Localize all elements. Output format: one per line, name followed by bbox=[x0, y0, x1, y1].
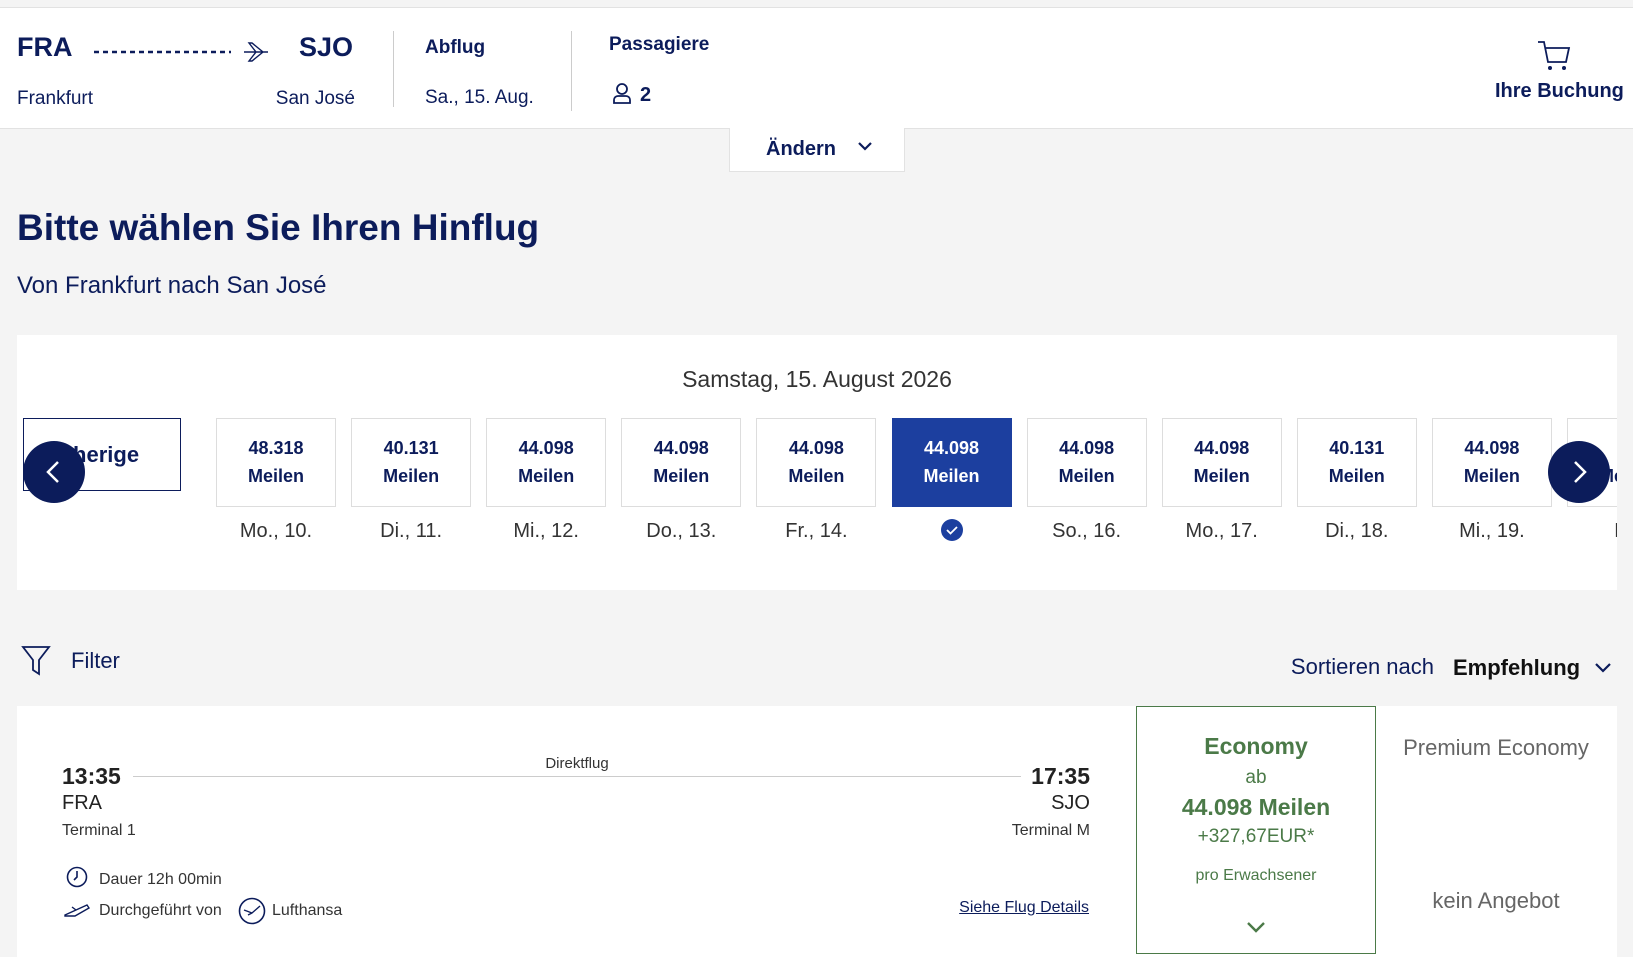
day-label: Mi., 12. bbox=[513, 520, 579, 542]
plane-icon bbox=[64, 904, 90, 917]
fare-from: ab bbox=[1245, 767, 1267, 788]
day-price[interactable]: 44.098 bbox=[1464, 438, 1520, 458]
chevron-down bbox=[1595, 663, 1611, 673]
passenger-count: 2 bbox=[640, 84, 652, 106]
day-option[interactable]: 44.098 Meilen bbox=[756, 418, 877, 507]
day-label: Mi., 19. bbox=[1459, 520, 1525, 542]
day-option[interactable]: 44.098 Meilen bbox=[1161, 418, 1282, 507]
day-option[interactable]: 44.098 Meilen bbox=[1026, 418, 1147, 507]
change-label[interactable]: Ändern bbox=[766, 138, 836, 160]
header-bar bbox=[0, 7, 1633, 129]
divider bbox=[571, 31, 572, 111]
change-button[interactable]: Ändern bbox=[729, 128, 905, 172]
destination-city: San José bbox=[275, 88, 355, 109]
day-option[interactable]: 44.098 Meilen bbox=[486, 418, 607, 507]
day-option[interactable]: 44.098 Meilen bbox=[1431, 418, 1552, 507]
cart-label[interactable]: Ihre Buchung bbox=[1495, 80, 1624, 102]
day-unit[interactable]: Meilen bbox=[653, 466, 710, 486]
day-unit[interactable]: Meilen bbox=[923, 466, 980, 486]
premium-name: Premium Economy bbox=[1403, 735, 1589, 760]
sort-label: Sortieren nach bbox=[1290, 654, 1434, 679]
operated-by: Durchgeführt von bbox=[99, 902, 222, 919]
day-unit[interactable]: Meilen bbox=[1328, 466, 1385, 486]
day-unit[interactable]: Meilen bbox=[788, 466, 845, 486]
day-option[interactable]: 44.098 Meilen bbox=[621, 418, 742, 507]
day-label: Di., 11. bbox=[380, 520, 443, 542]
flight-line bbox=[133, 776, 1021, 777]
date-heading: Samstag, 15. August 2026 bbox=[682, 366, 952, 392]
day-price[interactable]: 44.098 bbox=[923, 438, 980, 458]
day-price[interactable]: 44.098 bbox=[653, 438, 709, 458]
details-link[interactable]: Siehe Flug Details bbox=[959, 899, 1089, 916]
clock-icon bbox=[66, 866, 88, 888]
departure-label: Abflug bbox=[425, 37, 486, 58]
person-icon bbox=[613, 83, 631, 104]
day-price[interactable]: 40 bbox=[1568, 439, 1618, 457]
flight-card bbox=[17, 706, 1617, 957]
day-unit[interactable]: Meilen bbox=[247, 466, 304, 486]
day-label: Di., 18. bbox=[1325, 520, 1389, 542]
filter-icon[interactable] bbox=[21, 645, 51, 677]
prev-arrow[interactable] bbox=[23, 441, 85, 503]
day-unit[interactable]: Meilen bbox=[1463, 466, 1520, 486]
origin-city: Frankfurt bbox=[17, 88, 94, 109]
departure-time: 13:35 bbox=[62, 763, 121, 789]
day-label: Mo., 17. bbox=[1185, 520, 1258, 542]
day-option[interactable]: 48.318 Meilen bbox=[216, 418, 336, 507]
passengers-label: Passagiere bbox=[609, 34, 710, 55]
origin-code: FRA bbox=[17, 32, 73, 62]
divider bbox=[393, 31, 394, 107]
day-price[interactable]: 48.318 bbox=[248, 438, 304, 458]
fare-name[interactable]: Economy bbox=[1204, 733, 1308, 759]
day-price[interactable]: 44.098 bbox=[1059, 438, 1115, 458]
selected-check bbox=[940, 519, 963, 541]
day-price[interactable]: 44.098 bbox=[518, 438, 574, 458]
day-label: Mo., 10. bbox=[239, 520, 313, 542]
destination-code: SJO bbox=[299, 32, 354, 62]
filter-label[interactable]: Filter bbox=[71, 648, 120, 673]
economy-fare[interactable]: Economy ab 44.098 Meilen +327,67EUR* pro… bbox=[1136, 706, 1376, 954]
fare-surcharge: +327,67EUR* bbox=[1197, 826, 1315, 847]
day-price[interactable]: 40.131 bbox=[1329, 438, 1385, 458]
chevron-down bbox=[858, 142, 872, 151]
airline-logo bbox=[238, 897, 266, 925]
page-subtitle: Von Frankfurt nach San José bbox=[17, 272, 327, 299]
fare-price: 44.098 Meilen bbox=[1181, 794, 1331, 820]
arrival-airport: SJO bbox=[1051, 792, 1090, 814]
flight-type: Direktflug bbox=[545, 755, 609, 772]
duration: Dauer 12h 00min bbox=[99, 871, 222, 888]
day-label: Do bbox=[1567, 521, 1617, 541]
chevron-down bbox=[1247, 922, 1265, 933]
arrival-terminal: Terminal M bbox=[1011, 822, 1090, 839]
date-strip: Samstag, 15. August 2026 Vorherige 48.31… bbox=[17, 335, 1617, 590]
page-title: Bitte wählen Sie Ihren Hinflug bbox=[17, 207, 540, 248]
day-option[interactable]: 40.131 Meilen bbox=[1296, 418, 1417, 507]
cart-icon[interactable] bbox=[1536, 40, 1571, 72]
day-unit[interactable]: Meilen bbox=[518, 466, 575, 486]
day-unit[interactable]: Meilen bbox=[1058, 466, 1115, 486]
sort-value[interactable]: Empfehlung bbox=[1453, 655, 1581, 680]
day-unit[interactable]: Meilen bbox=[1193, 466, 1250, 486]
day-label: So., 16. bbox=[1052, 520, 1122, 542]
route-line bbox=[94, 42, 268, 62]
airline-name: Lufthansa bbox=[272, 902, 343, 919]
fare-per: pro Erwachsener bbox=[1195, 867, 1317, 884]
day-label: Fr., 14. bbox=[785, 520, 848, 542]
day-price[interactable]: 44.098 bbox=[1194, 438, 1250, 458]
premium-status: kein Angebot bbox=[1432, 888, 1560, 913]
day-option[interactable]: 40.131 Meilen bbox=[351, 418, 472, 507]
day-price[interactable]: 44.098 bbox=[788, 438, 844, 458]
day-label: Do., 13. bbox=[646, 520, 717, 542]
departure-terminal: Terminal 1 bbox=[62, 822, 136, 839]
departure-airport: FRA bbox=[62, 792, 102, 814]
day-option[interactable]: 44.098 Meilen bbox=[891, 418, 1012, 507]
departure-date: Sa., 15. Aug. bbox=[425, 87, 534, 108]
arrival-time: 17:35 bbox=[1031, 763, 1090, 789]
next-arrow[interactable] bbox=[1548, 441, 1610, 503]
day-unit[interactable]: Meilen bbox=[383, 466, 440, 486]
day-price[interactable]: 40.131 bbox=[383, 438, 439, 458]
